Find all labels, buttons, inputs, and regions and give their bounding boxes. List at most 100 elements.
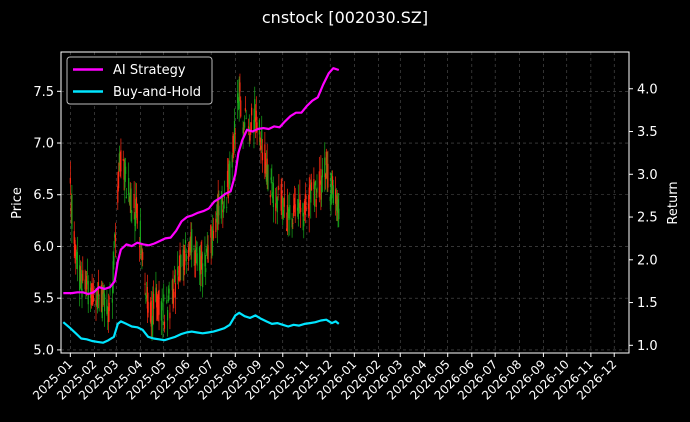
candle-body — [103, 294, 106, 312]
legend-label-ai-strategy: AI Strategy — [113, 63, 186, 78]
candle-body — [265, 165, 268, 182]
candle-body — [102, 288, 104, 295]
candle-body — [310, 184, 312, 203]
candle-body — [313, 179, 315, 190]
candle-body — [255, 110, 257, 120]
candle-body — [299, 193, 301, 209]
candle-body — [133, 194, 135, 209]
candle-body — [223, 205, 225, 213]
candle-body — [233, 140, 235, 155]
candle-body — [320, 168, 322, 200]
candle-body — [107, 320, 109, 322]
candle-body — [330, 173, 332, 200]
candle-body — [80, 269, 82, 290]
candle-body — [76, 251, 78, 270]
candle-body — [196, 253, 198, 266]
candle-body — [256, 122, 258, 133]
candle-body — [215, 218, 217, 232]
candle-body — [128, 195, 131, 204]
legend: AI Strategy Buy-and-Hold — [66, 56, 213, 105]
candle-body — [245, 118, 247, 120]
candle-body — [321, 186, 323, 193]
candle-body — [191, 229, 193, 253]
candle-body — [79, 265, 81, 291]
candle-body — [183, 250, 185, 271]
candle-body — [283, 197, 285, 207]
y-axis-label-right: Return — [666, 181, 681, 224]
candle-body — [270, 177, 272, 180]
candle-body — [136, 203, 138, 224]
candle-body — [95, 300, 97, 306]
candle-body — [258, 119, 261, 135]
candle-body — [261, 128, 263, 143]
candle-body — [231, 154, 233, 168]
candle-body — [251, 107, 253, 116]
candle-body — [194, 264, 196, 265]
candle-body — [106, 299, 108, 314]
candle-body — [152, 291, 154, 326]
candle-body — [124, 166, 127, 174]
candle-body — [174, 282, 176, 298]
candle-body — [199, 250, 201, 276]
candle-body — [227, 169, 229, 199]
candle-body — [92, 295, 94, 304]
candle-body — [307, 203, 310, 209]
candle-body — [275, 203, 277, 211]
candle-body — [327, 163, 329, 188]
candle-body — [303, 201, 306, 214]
candle-body — [73, 231, 75, 244]
candle-body — [275, 196, 278, 204]
candle-body — [254, 117, 257, 122]
candle-body — [150, 300, 152, 327]
candle-body — [318, 171, 320, 198]
candle-body — [114, 234, 117, 242]
y-tick-label-left: 6.0 — [33, 240, 54, 255]
candle-body — [259, 137, 261, 143]
candle-body — [177, 276, 180, 281]
y-tick-label-right: 2.5 — [637, 211, 658, 226]
candle-body — [112, 261, 114, 293]
candle-body — [261, 152, 264, 161]
candle-body — [160, 301, 162, 321]
plot-frame — [60, 51, 630, 354]
candle-body — [291, 218, 293, 228]
y-tick-label-left: 6.5 — [33, 188, 54, 203]
candle-body — [117, 171, 120, 189]
candle-body — [209, 229, 211, 231]
candle-body — [314, 185, 316, 207]
candle-body — [335, 194, 338, 211]
candle-body — [240, 100, 242, 117]
candle-body — [91, 287, 93, 305]
candle-body — [216, 201, 218, 230]
y-tick-label-right: 1.0 — [637, 339, 658, 354]
candle-body — [139, 221, 141, 243]
candle-body — [190, 231, 192, 253]
candle-body — [201, 253, 203, 260]
candle-body — [253, 119, 255, 134]
candle-body — [304, 193, 306, 216]
candle-body — [134, 214, 136, 227]
candle-body — [267, 164, 269, 190]
candle-body — [244, 122, 246, 128]
candle-body — [288, 209, 290, 212]
candle-body — [100, 284, 103, 312]
candle-body — [124, 162, 126, 188]
candle-body — [151, 320, 153, 326]
candle-body — [310, 182, 313, 191]
candle-body — [338, 208, 340, 220]
candle-body — [149, 302, 152, 322]
candle-body — [226, 171, 229, 188]
candle-body — [119, 162, 121, 166]
candle-body — [85, 280, 87, 289]
candle-body — [82, 270, 84, 281]
candle-body — [117, 186, 119, 203]
candle-body — [217, 193, 219, 217]
chart-title: cnstock [002030.SZ] — [262, 8, 428, 27]
candle-body — [178, 271, 180, 273]
candle-body — [319, 181, 321, 184]
candle-body — [125, 196, 127, 199]
candle-body — [205, 268, 207, 273]
candle-body — [294, 204, 296, 217]
y-tick-label-right: 2.0 — [637, 253, 658, 268]
candle-body — [103, 293, 105, 296]
